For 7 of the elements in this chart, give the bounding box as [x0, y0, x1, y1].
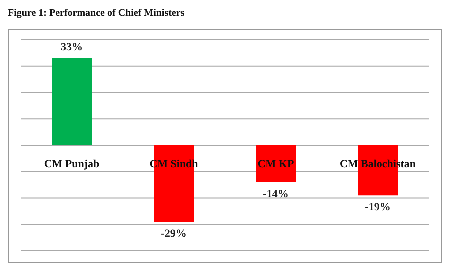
data-label: -29% [161, 228, 187, 240]
chart-title: Figure 1: Performance of Chief Ministers [8, 8, 186, 19]
data-label: 33% [61, 41, 83, 54]
x-tick-label: CM Punjab [44, 158, 100, 170]
data-label: -14% [263, 188, 289, 200]
data-label: -19% [365, 202, 391, 214]
x-tick-label: CM KP [258, 158, 294, 170]
